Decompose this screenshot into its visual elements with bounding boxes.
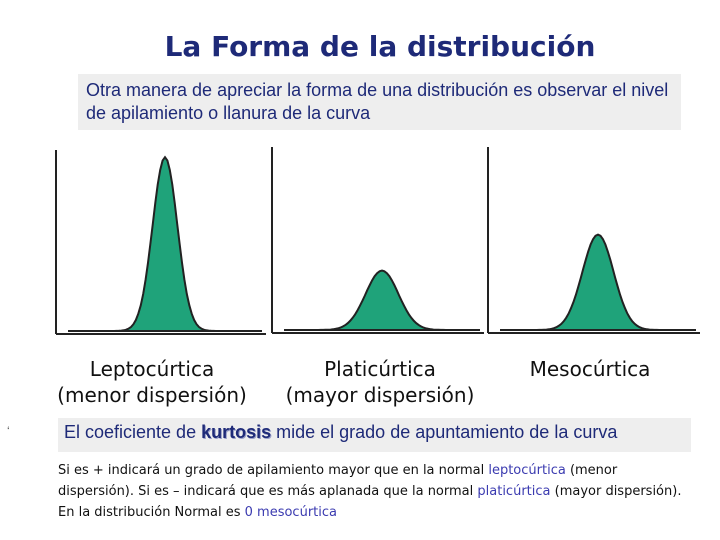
lepto-label: Leptocúrtica (menor dispersión)	[42, 356, 262, 408]
kurtosis-box: El coeficiente de kurtosis mide el grado…	[58, 418, 691, 452]
note-part-1: Si es + indicará un grado de apilamiento…	[58, 463, 489, 478]
note-leptokurtic: leptocúrtica	[488, 463, 566, 478]
plati-label: Platicúrtica (mayor dispersión)	[270, 356, 490, 408]
plati-caption: (mayor dispersión)	[285, 383, 475, 407]
kurtosis-prefix: El coeficiente de	[64, 422, 202, 442]
mesokurtic-curve	[500, 233, 696, 331]
lepto-caption: (menor dispersión)	[57, 383, 247, 407]
intro-text: Otra manera de apreciar la forma de una …	[86, 80, 669, 123]
meso-name: Mesocúrtica	[529, 357, 651, 381]
platykurtic-curve	[284, 269, 480, 331]
page-title: La Forma de la distribución	[164, 30, 596, 63]
note-platykurtic: platicúrtica	[477, 484, 551, 499]
note-part-3: (mayor dispersión). En la distribución N…	[58, 484, 682, 520]
note-part-2: (menor dispersión). Si es – indicará que…	[58, 463, 618, 499]
kurtosis-keyword: kurtosis	[201, 422, 272, 442]
leptokurtic-curve	[68, 155, 262, 332]
plati-name: Platicúrtica	[324, 357, 436, 381]
meso-label: Mesocúrtica	[480, 356, 700, 382]
explanation-note: Si es + indicará un grado de apilamiento…	[58, 460, 688, 523]
note-mesokurtic: 0 mesocúrtica	[244, 505, 337, 520]
kurtosis-suffix: mide el grado de apuntamiento de la curv…	[271, 422, 618, 442]
footnote-mark: ‘	[7, 424, 10, 438]
intro-box: Otra manera de apreciar la forma de una …	[78, 74, 681, 130]
lepto-name: Leptocúrtica	[89, 357, 215, 381]
curves-diagram	[55, 147, 700, 335]
